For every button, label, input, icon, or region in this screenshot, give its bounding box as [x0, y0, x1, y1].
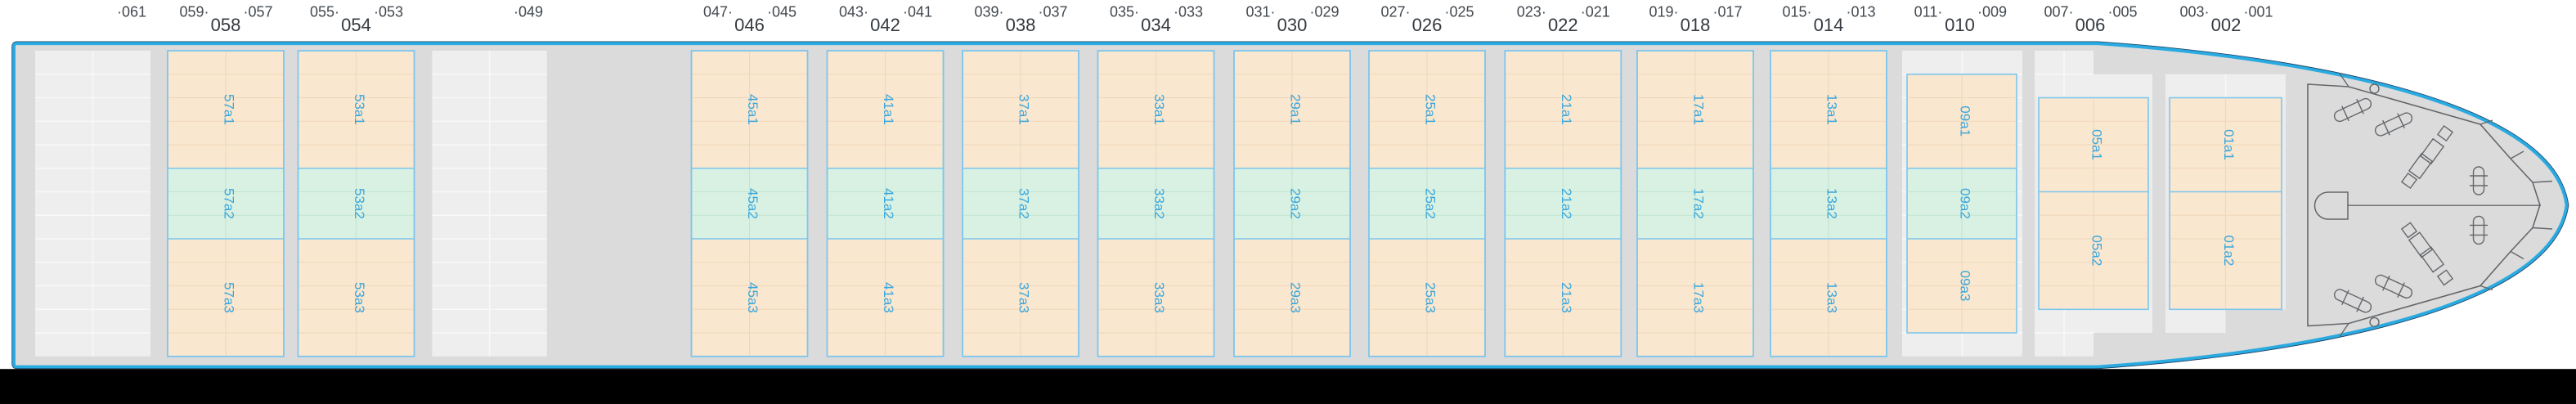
svg-text:014: 014	[1814, 15, 1844, 35]
svg-text:054: 054	[341, 15, 371, 35]
svg-text:043·: 043·	[839, 4, 868, 20]
svg-text:13a1: 13a1	[1824, 94, 1840, 125]
svg-text:031·: 031·	[1245, 4, 1275, 20]
svg-text:33a1: 33a1	[1151, 94, 1167, 125]
svg-text:·021: ·021	[1581, 4, 1610, 20]
svg-text:37a1: 37a1	[1016, 94, 1032, 125]
svg-text:·025: ·025	[1444, 4, 1474, 20]
svg-text:17a1: 17a1	[1691, 94, 1707, 125]
svg-text:57a2: 57a2	[222, 188, 237, 219]
svg-text:006: 006	[2076, 15, 2106, 35]
svg-text:17a2: 17a2	[1691, 188, 1707, 219]
svg-text:038: 038	[1006, 15, 1036, 35]
svg-text:41a1: 41a1	[881, 94, 896, 125]
svg-text:45a3: 45a3	[745, 282, 761, 313]
svg-text:·013: ·013	[1846, 4, 1875, 20]
svg-text:09a3: 09a3	[1958, 271, 1973, 302]
svg-text:·001: ·001	[2243, 4, 2273, 20]
svg-text:53a2: 53a2	[352, 188, 367, 219]
svg-text:059·: 059·	[179, 4, 209, 20]
svg-text:53a3: 53a3	[352, 282, 367, 313]
svg-text:·061: ·061	[117, 4, 146, 20]
svg-text:030: 030	[1277, 15, 1308, 35]
svg-text:039·: 039·	[974, 4, 1003, 20]
svg-text:042: 042	[870, 15, 900, 35]
svg-text:09a2: 09a2	[1958, 188, 1973, 219]
svg-text:·005: ·005	[2107, 4, 2137, 20]
svg-text:57a3: 57a3	[222, 282, 237, 313]
svg-text:035·: 035·	[1110, 4, 1139, 20]
svg-text:·029: ·029	[1309, 4, 1339, 20]
svg-text:018: 018	[1681, 15, 1711, 35]
svg-text:25a2: 25a2	[1423, 188, 1438, 219]
svg-text:019·: 019·	[1649, 4, 1678, 20]
svg-text:41a2: 41a2	[881, 188, 896, 219]
svg-text:027·: 027·	[1380, 4, 1410, 20]
svg-text:13a2: 13a2	[1824, 188, 1840, 219]
svg-text:13a3: 13a3	[1824, 282, 1840, 313]
svg-text:·009: ·009	[1977, 4, 2007, 20]
svg-text:37a3: 37a3	[1016, 282, 1032, 313]
svg-text:055·: 055·	[310, 4, 339, 20]
svg-text:026: 026	[1412, 15, 1443, 35]
svg-text:011·: 011·	[1914, 4, 1943, 20]
svg-text:21a3: 21a3	[1559, 282, 1574, 313]
svg-text:45a2: 45a2	[745, 188, 761, 219]
svg-text:·041: ·041	[903, 4, 932, 20]
svg-text:33a2: 33a2	[1151, 188, 1167, 219]
svg-text:015·: 015·	[1782, 4, 1811, 20]
svg-text:022: 022	[1548, 15, 1578, 35]
svg-text:25a1: 25a1	[1423, 94, 1438, 125]
svg-text:010: 010	[1945, 15, 1975, 35]
svg-text:·045: ·045	[767, 4, 797, 20]
svg-text:05a2: 05a2	[2089, 235, 2105, 266]
svg-text:21a2: 21a2	[1559, 188, 1574, 219]
svg-text:034: 034	[1141, 15, 1171, 35]
svg-text:·049: ·049	[514, 4, 543, 20]
svg-text:29a1: 29a1	[1288, 94, 1304, 125]
svg-text:57a1: 57a1	[222, 94, 237, 125]
svg-text:002: 002	[2211, 15, 2242, 35]
svg-text:046: 046	[734, 15, 765, 35]
svg-text:17a3: 17a3	[1691, 282, 1707, 313]
svg-text:09a1: 09a1	[1958, 105, 1973, 137]
svg-text:29a2: 29a2	[1288, 188, 1304, 219]
svg-text:047·: 047·	[703, 4, 733, 20]
svg-text:53a1: 53a1	[352, 94, 367, 125]
svg-text:007·: 007·	[2044, 4, 2073, 20]
svg-text:·033: ·033	[1174, 4, 1203, 20]
svg-text:·053: ·053	[374, 4, 403, 20]
svg-text:41a3: 41a3	[881, 282, 896, 313]
svg-text:25a3: 25a3	[1423, 282, 1438, 313]
svg-text:21a1: 21a1	[1559, 94, 1574, 125]
svg-text:·017: ·017	[1712, 4, 1742, 20]
svg-text:·057: ·057	[243, 4, 272, 20]
svg-text:05a1: 05a1	[2089, 129, 2105, 160]
svg-text:·037: ·037	[1038, 4, 1067, 20]
svg-text:003·: 003·	[2179, 4, 2209, 20]
svg-text:023·: 023·	[1517, 4, 1546, 20]
svg-text:37a2: 37a2	[1016, 188, 1032, 219]
svg-text:45a1: 45a1	[745, 94, 761, 125]
svg-text:01a1: 01a1	[2221, 129, 2237, 160]
svg-text:058: 058	[211, 15, 241, 35]
svg-text:33a3: 33a3	[1151, 282, 1167, 313]
svg-text:29a3: 29a3	[1288, 282, 1304, 313]
svg-text:01a2: 01a2	[2221, 235, 2237, 266]
